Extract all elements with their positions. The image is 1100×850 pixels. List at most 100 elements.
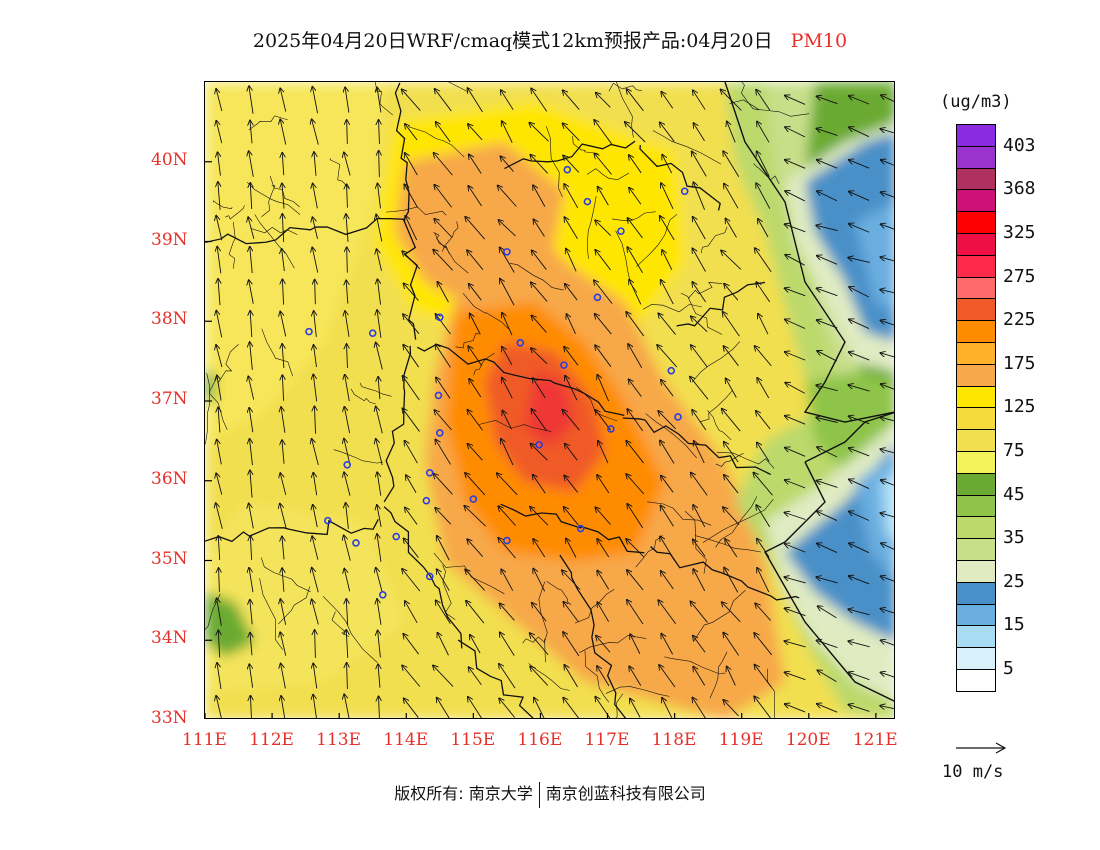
wind-arrow [756,183,771,209]
wind-arrow [563,410,580,431]
wind-arrow [849,319,870,329]
wind-arrow [280,504,287,529]
wind-arrow [346,630,348,658]
wind-arrow [344,535,351,561]
wind-arrow [468,186,482,207]
wind-arrow [849,511,870,521]
wind-arrow [595,314,612,335]
wind-arrow [217,663,222,690]
station-marker [617,227,625,235]
wind-arrow [692,248,706,272]
wind-arrow [723,507,740,526]
wind-arrow [627,409,644,432]
wind-arrow [785,513,806,520]
wind-arrow [500,632,515,656]
wind-arrow [216,696,222,718]
wind-arrow [435,440,451,465]
province-borders [205,82,894,718]
wind-arrow [347,120,348,144]
wind-arrow [657,345,678,368]
wind-arrow [692,152,707,177]
wind-arrow [216,311,223,338]
legend-label: 5 [1003,658,1014,679]
wind-arrow [817,351,837,362]
station-marker [680,187,689,196]
wind-arrow [817,96,838,105]
wind-arrow [216,503,223,529]
wind-arrow [849,576,870,585]
legend-swatch [956,145,996,169]
wind-arrow [785,96,806,105]
wind-arrow [880,513,894,518]
wind-arrow [403,634,420,655]
wind-arrow [529,123,549,142]
wind-arrow [661,183,674,209]
wind-arrow [313,695,317,718]
wind-arrow [502,121,513,143]
wind-arrow [661,380,674,397]
wind-arrow [500,279,515,306]
wind-arrow [315,280,316,305]
concentration-field [205,82,894,718]
wind-arrow [626,441,645,464]
wind-arrow [881,160,894,166]
wind-arrow [785,127,806,138]
lon-label: 118E [651,730,697,750]
wind-arrow [531,409,547,432]
legend-label: 45 [1003,483,1025,505]
legend-swatch [956,668,996,692]
wind-arrow [533,475,546,494]
legend-swatch [956,232,996,256]
lon-label: 119E [718,730,764,750]
wind-arrow [849,543,870,554]
wind-reference-arrow [956,742,1007,754]
wind-arrow [690,601,708,623]
wind-arrow [436,345,451,368]
wind-arrow [435,89,452,112]
station-marker [378,590,387,599]
wind-arrow [438,282,449,303]
wind-arrow [282,344,284,369]
wind-arrow [434,410,452,431]
wind-arrow [598,187,609,206]
wind-arrow [785,448,806,457]
wind-arrow [434,185,452,208]
lat-label: 37N [151,389,188,409]
lon-label: 113E [316,730,362,750]
wind-arrow [281,664,286,689]
station-marker [583,197,592,206]
wind-arrow [312,536,319,560]
legend-swatch [956,450,996,474]
wind-arrow [816,225,838,232]
station-marker [368,329,377,338]
wind-arrow [661,634,674,655]
wind-arrow [849,705,870,712]
wind-arrow [217,247,222,274]
legend-swatch [956,647,996,670]
legend-label: 225 [1003,309,1036,331]
station-marker [535,441,543,449]
wind-arrow [660,441,675,464]
color-legend [956,124,996,692]
wind-arrow [249,504,254,529]
wind-arrow [437,536,450,561]
wind-arrow [250,121,252,144]
wind-arrow [881,384,894,390]
wind-arrow [282,375,283,401]
wind-arrow [376,215,383,242]
station-marker [343,460,352,469]
title-species: PM10 [790,30,848,52]
wind-arrow [785,255,805,266]
wind-arrow [784,577,806,584]
wind-arrow [313,184,318,209]
wind-arrow [437,698,450,718]
legend-label: 15 [1003,614,1025,636]
legend-swatch [956,559,996,583]
wind-arrow [784,641,806,648]
wind-arrow [434,219,453,238]
wind-arrow [756,505,771,528]
wind-arrow [660,536,675,560]
wind-arrow [468,444,483,461]
wind-arrow [726,219,737,238]
wind-arrow [596,636,611,653]
